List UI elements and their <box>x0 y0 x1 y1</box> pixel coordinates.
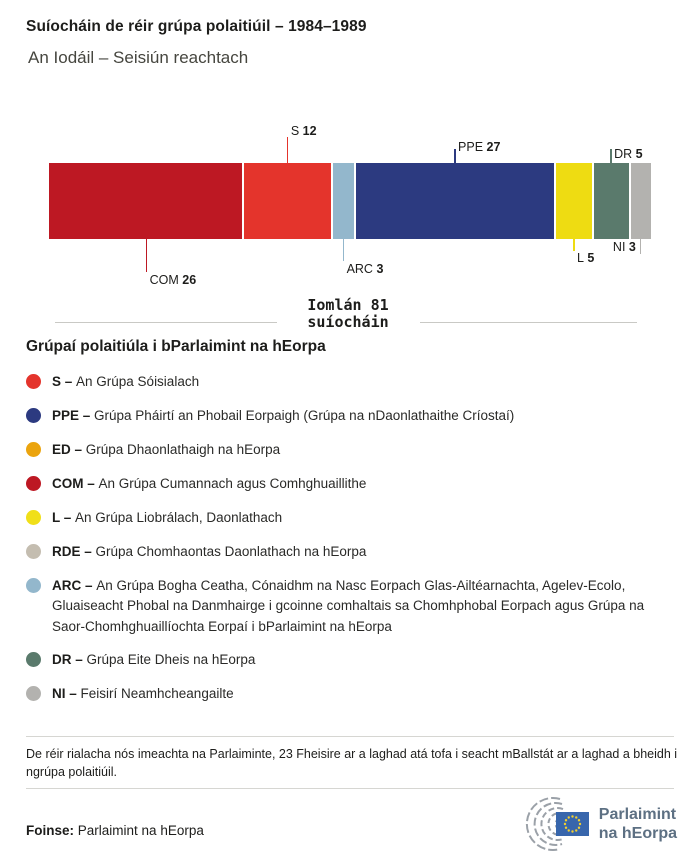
legend: S – An Grúpa Sóisialach PPE – Grúpa Pháir… <box>26 372 678 705</box>
legend-label-ed: ED – Grúpa Dhaonlathaigh na hEorpa <box>52 441 281 457</box>
european-parliament-logo: Parlaimint na hEorpa <box>518 797 677 851</box>
bar-segment-s <box>242 163 332 239</box>
legend-item-dr: DR – Grúpa Eite Dheis na hEorpa <box>26 650 678 670</box>
legend-dot-rde-icon <box>26 543 41 559</box>
legend-item-ed: ED – Grúpa Dhaonlathaigh na hEorpa <box>26 440 678 460</box>
page-subtitle: An Iodáil – Seisiún reachtach <box>28 48 249 67</box>
legend-dot-s-icon <box>26 374 41 389</box>
legend-label-com: COM – An Grúpa Cumannach agus Comhghuail… <box>52 475 367 491</box>
logo-text-line1: Parlaimint <box>598 806 677 823</box>
leader-line-l <box>572 239 575 251</box>
segment-label-com: COM 26 <box>149 273 197 287</box>
leader-line-com <box>145 239 148 272</box>
legend-label-arc: ARC – An Grúpa Bogha Ceatha, Cónaidhm na… <box>52 577 645 634</box>
page-title: Suíocháin de réir grúpa polaitiúil – 198… <box>26 18 367 35</box>
segment-label-s: S 12 <box>290 124 317 138</box>
source-line: Foinse: Parlaimint na hEorpa <box>26 823 204 838</box>
segment-label-dr: DR 5 <box>614 147 643 161</box>
bar-segment-ppe <box>353 163 555 239</box>
legend-item-ni: NI – Feisirí Neamhcheangailte <box>26 684 678 704</box>
total-rule-left <box>55 322 277 323</box>
segment-label-arc: ARC 3 <box>346 262 384 276</box>
divider-bottom <box>26 788 674 789</box>
bar-segment-arc <box>331 163 354 239</box>
segment-label-ni: NI 3 <box>612 240 636 254</box>
bar <box>49 163 651 239</box>
segment-label-l: L 5 <box>576 251 595 265</box>
legend-item-arc: ARC – An Grúpa Bogha Ceatha, Cónaidhm na… <box>26 576 678 637</box>
total-seats-label: Iomlán 81 suíocháin <box>262 297 434 331</box>
stacked-bar-chart: COM 26 S 12 ARC 3 PPE 27 L 5 DR 5 NI 3 <box>49 118 651 298</box>
bar-segment-ni <box>628 163 651 239</box>
legend-dot-arc-icon <box>26 577 41 593</box>
legend-dot-ed-icon <box>26 441 41 457</box>
logo-text-line2: na hEorpa <box>598 825 677 842</box>
legend-item-l: L – An Grúpa Liobrálach, Daonlathach <box>26 508 678 528</box>
segment-label-ppe: PPE 27 <box>458 140 501 154</box>
legend-dot-com-icon <box>26 475 41 491</box>
leader-line-s <box>286 137 289 163</box>
legend-label-l: L – An Grúpa Liobrálach, Daonlathach <box>52 509 283 525</box>
legend-dot-ni-icon <box>26 686 41 702</box>
hemicycle-flag-icon <box>525 797 589 851</box>
legend-label-dr: DR – Grúpa Eite Dheis na hEorpa <box>52 652 256 668</box>
legend-label-rde: RDE – Grúpa Chomhaontas Daonlathach na h… <box>52 543 367 559</box>
legend-item-ppe: PPE – Grúpa Pháirtí an Phobail Eorpaigh … <box>26 406 678 426</box>
total-seats-line1: Iomlán 81 <box>307 296 389 314</box>
leader-line-dr <box>610 149 612 163</box>
legend-item-com: COM – An Grúpa Cumannach agus Comhghuail… <box>26 474 678 494</box>
bar-segment-com <box>49 163 243 239</box>
legend-label-ppe: PPE – Grúpa Pháirtí an Phobail Eorpaigh … <box>52 407 515 423</box>
footnote: De réir rialacha nós imeachta na Parlaim… <box>26 747 678 779</box>
bar-segment-l <box>554 163 592 239</box>
legend-label-ni: NI – Feisirí Neamhcheangailte <box>52 686 234 702</box>
legend-label-s: S – An Grúpa Sóisialach <box>52 374 200 389</box>
legend-dot-dr-icon <box>26 652 41 668</box>
legend-item-s: S – An Grúpa Sóisialach <box>26 372 678 392</box>
legend-item-rde: RDE – Grúpa Chomhaontas Daonlathach na h… <box>26 542 678 562</box>
total-seats-line2: suíocháin <box>307 313 389 331</box>
leader-line-ppe <box>454 149 456 163</box>
source-text: Parlaimint na hEorpa <box>77 823 204 838</box>
leader-line-ni <box>639 239 642 254</box>
legend-dot-l-icon <box>26 509 41 525</box>
logo-text: Parlaimint na hEorpa <box>599 805 677 843</box>
leader-line-arc <box>342 239 345 261</box>
divider-top <box>26 736 674 737</box>
legend-dot-ppe-icon <box>26 407 41 423</box>
legend-heading: Grúpaí polaitiúla i bParlaimint na hEorp… <box>26 338 326 355</box>
total-rule-right <box>420 322 637 323</box>
source-label: Foinse: <box>26 823 75 838</box>
bar-segment-dr <box>591 163 629 239</box>
